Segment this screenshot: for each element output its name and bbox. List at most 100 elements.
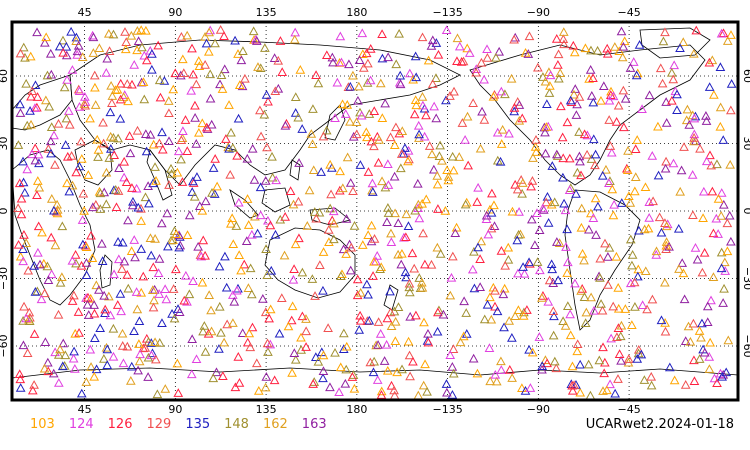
station-triangle — [101, 199, 112, 209]
station-triangle — [723, 335, 734, 345]
station-triangle — [559, 198, 569, 208]
station-triangle — [61, 41, 72, 51]
station-triangle — [265, 220, 276, 230]
station-triangle — [688, 210, 698, 220]
station-triangle — [718, 298, 728, 307]
station-triangle — [233, 49, 243, 58]
station-triangle — [568, 40, 579, 50]
station-triangle — [725, 105, 736, 115]
station-triangle — [246, 289, 257, 299]
station-triangle — [318, 366, 329, 376]
station-triangle — [46, 148, 56, 158]
station-triangle — [46, 232, 57, 242]
station-triangle — [409, 263, 420, 273]
station-triangle — [334, 185, 345, 195]
station-triangle — [220, 251, 230, 261]
station-triangle — [660, 163, 671, 173]
station-triangle — [124, 131, 135, 140]
station-triangle — [606, 333, 616, 343]
station-triangle — [591, 230, 601, 239]
station-triangle — [117, 328, 128, 338]
station-triangle — [390, 316, 401, 326]
station-triangle — [688, 48, 699, 58]
station-triangle — [600, 238, 610, 248]
station-triangle — [456, 57, 467, 66]
station-triangle — [545, 70, 556, 80]
station-triangle — [514, 100, 525, 109]
station-triangle — [288, 274, 299, 284]
station-triangle — [232, 285, 242, 295]
station-triangle — [20, 52, 30, 62]
station-triangle — [86, 362, 96, 371]
station-triangle — [669, 375, 680, 385]
station-triangle — [168, 84, 179, 94]
station-triangle — [435, 140, 445, 150]
station-triangle — [689, 113, 700, 123]
station-triangle — [400, 267, 411, 277]
station-triangle — [313, 78, 324, 88]
station-triangle — [344, 59, 354, 69]
station-triangle — [706, 160, 717, 170]
station-triangle — [541, 197, 552, 207]
station-triangle — [694, 354, 705, 363]
station-triangle — [551, 237, 562, 246]
station-triangle — [634, 40, 645, 49]
station-triangle — [61, 50, 72, 60]
station-triangle — [507, 206, 518, 216]
station-triangle — [132, 125, 143, 135]
station-triangle — [143, 337, 154, 346]
station-triangle — [69, 290, 79, 300]
station-triangle — [646, 380, 657, 390]
station-triangle — [290, 354, 301, 364]
station-triangle — [588, 97, 599, 107]
station-triangle — [103, 28, 114, 38]
station-triangle — [620, 93, 631, 103]
station-triangle — [716, 188, 727, 197]
station-triangle — [295, 64, 306, 74]
station-triangle — [194, 127, 204, 137]
station-triangle — [338, 244, 349, 254]
station-triangle — [341, 249, 351, 258]
station-triangle — [496, 139, 507, 148]
station-triangle — [575, 156, 585, 166]
station-triangle — [74, 102, 85, 111]
station-triangle — [446, 272, 457, 282]
top-lon-tick-label: −135 — [432, 6, 462, 19]
station-triangle — [726, 236, 736, 246]
station-triangle — [602, 385, 612, 395]
station-triangle — [434, 151, 445, 160]
station-triangle — [318, 350, 329, 360]
station-triangle — [143, 352, 154, 362]
station-triangle — [400, 232, 411, 242]
station-triangle — [617, 52, 628, 62]
station-triangle — [420, 259, 430, 269]
station-triangle — [689, 132, 699, 142]
station-triangle — [455, 337, 466, 347]
station-triangle — [72, 46, 83, 56]
station-triangle — [357, 240, 368, 249]
station-triangle — [530, 240, 540, 250]
station-triangle — [81, 242, 92, 252]
station-triangle — [385, 286, 395, 296]
station-triangle — [101, 167, 112, 177]
station-triangle — [627, 320, 637, 329]
station-triangle — [342, 100, 353, 109]
station-triangle — [467, 264, 478, 274]
station-triangle — [623, 145, 633, 155]
coastline-australia — [264, 227, 356, 299]
station-triangle — [377, 29, 387, 38]
station-triangle — [423, 55, 434, 65]
station-triangle — [488, 91, 499, 101]
station-triangle — [546, 199, 557, 209]
station-triangle — [87, 253, 98, 262]
station-triangle — [260, 43, 270, 52]
station-triangle — [414, 129, 424, 139]
station-triangle — [471, 67, 481, 77]
station-triangle — [672, 89, 682, 99]
station-triangle — [460, 199, 471, 209]
station-triangle — [290, 108, 301, 117]
station-triangle — [485, 292, 495, 302]
station-triangle — [164, 108, 174, 118]
station-triangle — [136, 216, 147, 225]
station-triangle — [85, 293, 96, 303]
